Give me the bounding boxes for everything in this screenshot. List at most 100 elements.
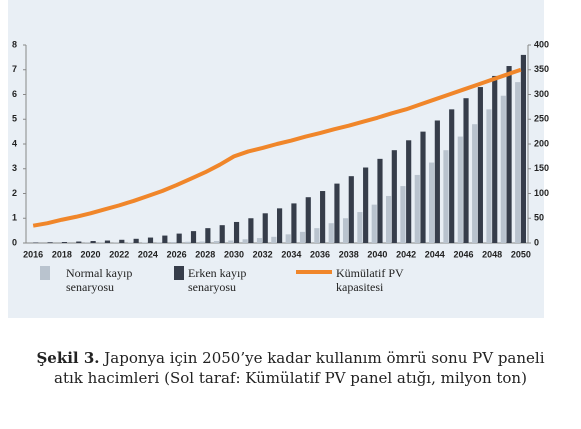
bar [377, 158, 383, 243]
chart: 0 1 2 3 4 5 6 7 8 0 50 100 150 200 250 300 350 400 2016 201… [8, 0, 549, 318]
bar [506, 66, 512, 243]
line [32, 67, 522, 228]
x-tick-label: 2016 [23, 249, 43, 259]
bar [449, 109, 455, 243]
bar [61, 242, 68, 243]
bar [314, 228, 320, 243]
y-tick-label: 8 [12, 39, 17, 49]
bar [262, 213, 268, 243]
x-tick-label: 2022 [109, 249, 129, 259]
x-tick-label: 2050 [511, 249, 531, 259]
y-tick-label: 7 [12, 64, 17, 74]
x-tick-label: 2028 [195, 249, 215, 259]
bar [334, 183, 340, 243]
x-tick-label: 2024 [138, 249, 158, 259]
bar [242, 239, 248, 243]
bar [228, 240, 234, 243]
x-tick-label: 2020 [81, 249, 101, 259]
bar [492, 75, 498, 243]
bar [90, 241, 96, 243]
figure-caption: Şekil 3. Japonya için 2050’ye kadar kull… [20, 348, 561, 388]
x-tick-label: 2030 [224, 249, 244, 259]
bar [185, 241, 191, 243]
y2-tick-label: 350 [534, 64, 549, 74]
bar [477, 87, 483, 243]
bar [434, 120, 440, 243]
bar [199, 241, 205, 243]
bar [391, 150, 397, 243]
bar [386, 195, 392, 243]
legend-label: Erken kayıp senaryosu [188, 266, 247, 294]
bar [299, 231, 306, 243]
y-tick-label: 5 [12, 114, 17, 124]
y2-tick-label: 400 [534, 39, 549, 49]
bar [429, 162, 435, 243]
bar [176, 233, 182, 243]
legend-label: Kümülatif PV kapasitesi [336, 266, 404, 294]
bar [119, 239, 125, 243]
bar [515, 82, 521, 243]
bar [457, 136, 463, 243]
caption-text: Japonya için 2050’ye kadar kullanım ömrü… [54, 349, 545, 387]
bar [357, 212, 363, 243]
bar [406, 140, 412, 243]
y2-tick-label: 200 [534, 138, 549, 148]
bar [472, 124, 478, 243]
y2-tick-label: 100 [534, 188, 549, 198]
bar [205, 228, 211, 243]
bar [47, 242, 53, 243]
x-tick-label: 2044 [425, 249, 445, 259]
bar [156, 242, 162, 243]
bar [162, 235, 168, 243]
y2-tick-label: 150 [534, 163, 549, 173]
x-tick-label: 2042 [396, 249, 416, 259]
x-tick-label: 2032 [253, 249, 273, 259]
x-tick-label: 2026 [167, 249, 187, 259]
legend-swatch [40, 266, 50, 280]
x-tick-label: 2018 [52, 249, 72, 259]
bar [371, 204, 377, 243]
bar [291, 203, 297, 243]
caption-label: Şekil 3. [36, 349, 100, 367]
legend-label: Normal kayıp senaryosu [66, 266, 133, 294]
bar [463, 98, 469, 244]
bar [170, 242, 177, 243]
x-tick-label: 2036 [310, 249, 330, 259]
bar [414, 174, 420, 243]
bar [256, 238, 263, 243]
x-tick-label: 2048 [482, 249, 502, 259]
bar [400, 186, 406, 243]
bar [328, 223, 334, 243]
bar [320, 191, 326, 243]
bar [500, 95, 506, 243]
y-tick-label: 1 [12, 213, 17, 223]
bar [147, 237, 154, 243]
bar [133, 238, 139, 243]
y2-tick-label: 0 [534, 237, 539, 247]
bar [213, 241, 220, 243]
x-tick-label: 2038 [339, 249, 359, 259]
bar [420, 131, 426, 243]
y2-tick-label: 250 [534, 114, 549, 124]
bar [271, 236, 277, 243]
bar [190, 231, 197, 243]
y2-tick-label: 50 [534, 213, 544, 223]
y-tick-label: 2 [12, 188, 17, 198]
bar [76, 241, 82, 243]
bar [277, 208, 283, 243]
x-tick-label: 2034 [281, 249, 301, 259]
y2-tick-label: 300 [534, 89, 549, 99]
x-tick-label: 2046 [453, 249, 473, 259]
bar [486, 109, 492, 243]
bar [305, 197, 311, 243]
bar [285, 234, 291, 243]
bar [443, 150, 449, 243]
y-tick-label: 4 [12, 138, 17, 148]
bar [363, 167, 369, 243]
y-tick-label: 0 [12, 237, 17, 247]
bar [342, 218, 349, 243]
x-tick-label: 2040 [367, 249, 387, 259]
y-tick-label: 6 [12, 89, 17, 99]
bar [233, 221, 240, 243]
